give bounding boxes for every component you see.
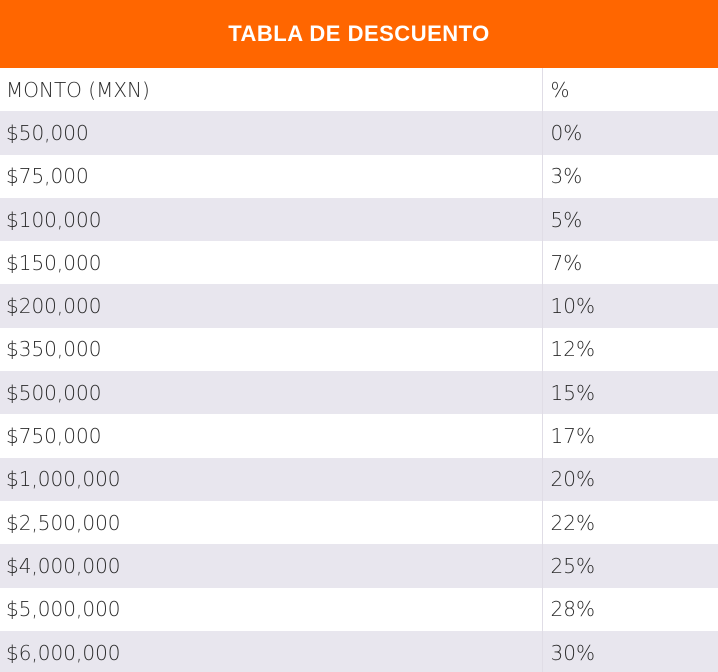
table-row: $4,000,000 25%	[0, 544, 718, 588]
cell-percent: 25%	[541, 544, 718, 588]
cell-percent: 3%	[541, 154, 718, 198]
table-header-row: MONTO (MXN) %	[0, 68, 718, 112]
cell-amount: $100,000	[0, 197, 542, 242]
cell-amount: $50,000	[0, 111, 542, 155]
table-row: $1,000,000 20%	[0, 457, 718, 501]
cell-percent: 30%	[541, 630, 718, 672]
table-row: $150,000 7%	[0, 241, 718, 285]
table-row: $75,000 3%	[0, 154, 718, 198]
cell-percent: 15%	[541, 371, 718, 415]
table-title: TABLA DE DESCUENTO	[0, 0, 718, 68]
cell-percent: 0%	[541, 111, 718, 155]
table-row: $350,000 12%	[0, 327, 718, 372]
cell-amount: $1,000,000	[0, 457, 542, 501]
cell-amount: $6,000,000	[0, 630, 542, 672]
table-row: $500,000 15%	[0, 371, 718, 415]
table-row: $5,000,000 28%	[0, 587, 718, 631]
cell-percent: 7%	[541, 241, 718, 285]
cell-percent: 5%	[541, 197, 718, 242]
cell-amount: $75,000	[0, 154, 542, 198]
column-header-percent: %	[541, 68, 718, 112]
cell-amount: $750,000	[0, 414, 542, 458]
cell-amount: $2,500,000	[0, 500, 542, 545]
cell-amount: $5,000,000	[0, 587, 542, 631]
cell-percent: 28%	[541, 587, 718, 631]
table-row: $6,000,000 30%	[0, 630, 718, 672]
table-row: $2,500,000 22%	[0, 500, 718, 545]
discount-table: MONTO (MXN) % $50,000 0% $75,000 3% $100,000…	[0, 68, 718, 672]
table-row: $100,000 5%	[0, 197, 718, 242]
cell-amount: $350,000	[0, 327, 542, 372]
cell-amount: $4,000,000	[0, 544, 542, 588]
cell-percent: 20%	[541, 457, 718, 501]
cell-percent: 10%	[541, 284, 718, 328]
column-header-amount: MONTO (MXN)	[0, 68, 542, 112]
cell-percent: 12%	[541, 327, 718, 372]
cell-percent: 17%	[541, 414, 718, 458]
table-row: $50,000 0%	[0, 111, 718, 155]
table-row: $750,000 17%	[0, 414, 718, 458]
cell-amount: $500,000	[0, 371, 542, 415]
cell-percent: 22%	[541, 500, 718, 545]
cell-amount: $200,000	[0, 284, 542, 328]
table-row: $200,000 10%	[0, 284, 718, 328]
cell-amount: $150,000	[0, 241, 542, 285]
